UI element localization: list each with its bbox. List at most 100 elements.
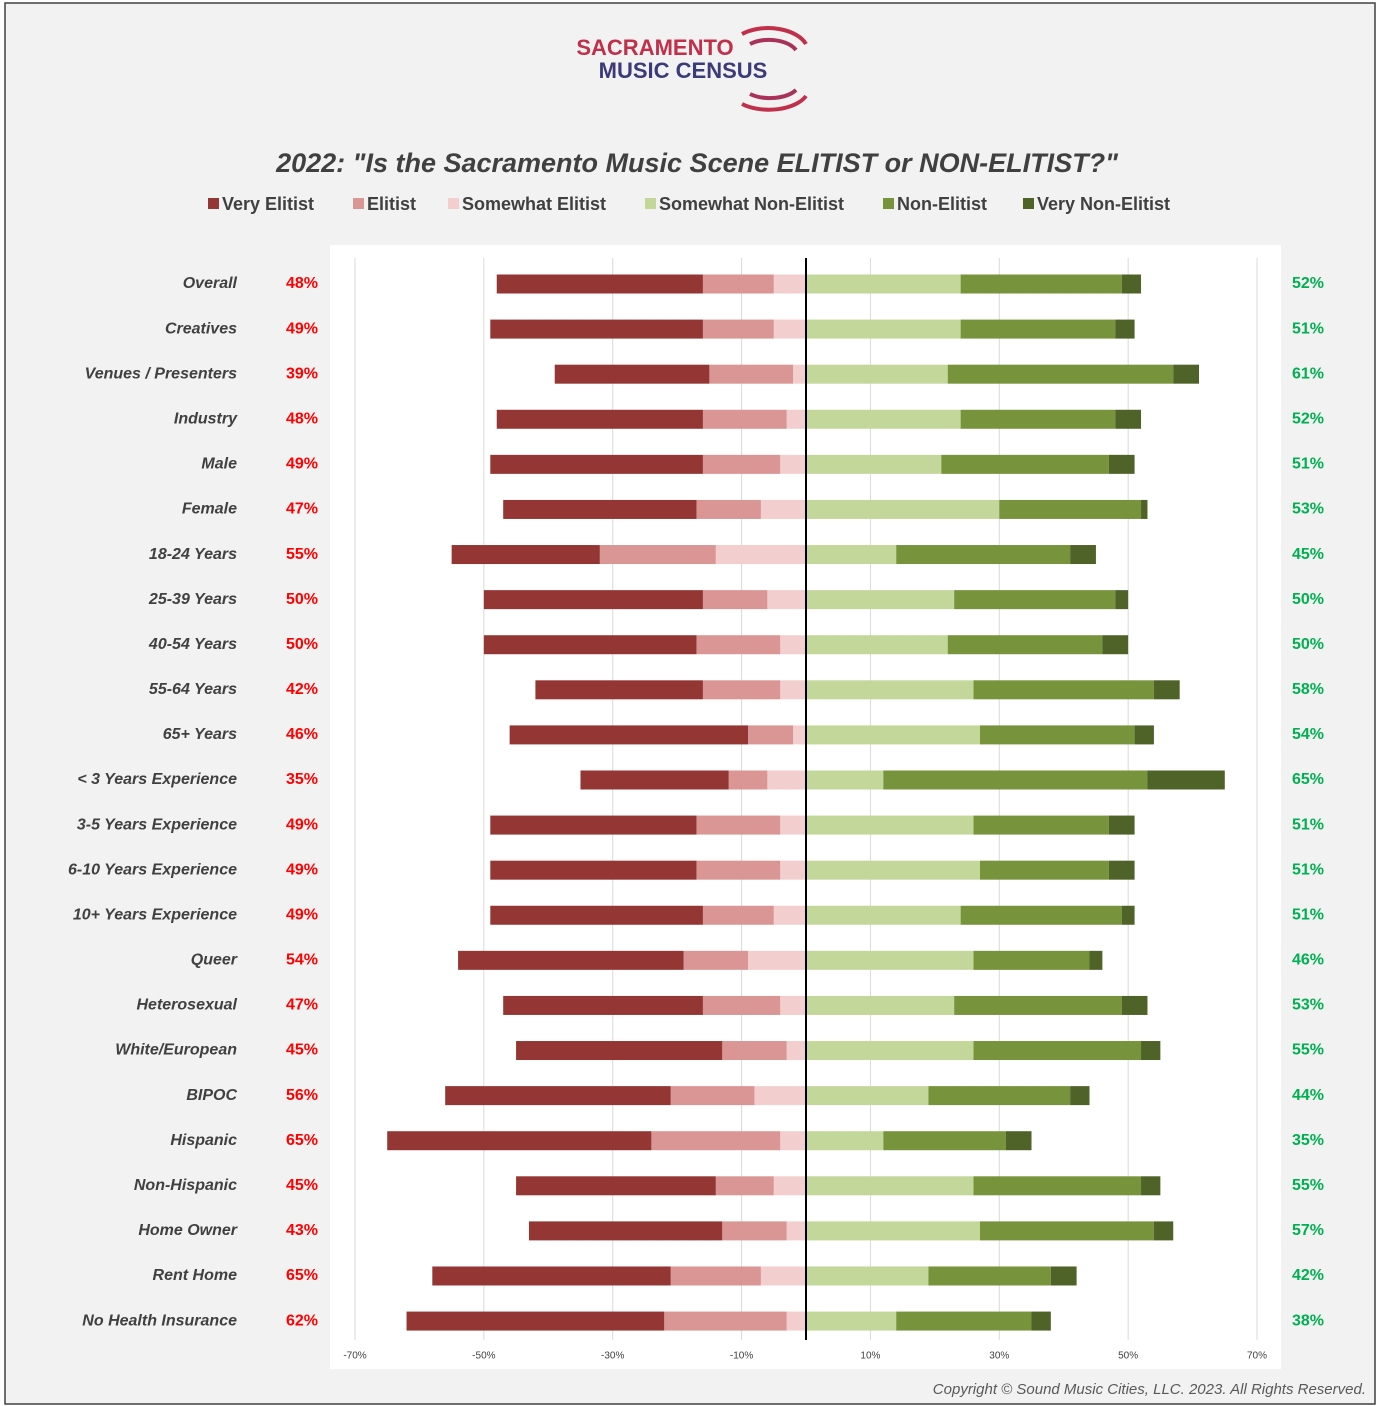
bar-segment: [773, 905, 806, 925]
bar-segment: [406, 1311, 665, 1331]
elitist-total: 39%: [286, 365, 318, 382]
y-tick-label: 6-10 Years Experience: [68, 861, 237, 878]
bar-segment: [960, 274, 1122, 294]
bar-segment: [973, 950, 1090, 970]
non-elitist-total: 53%: [1292, 997, 1324, 1014]
non-elitist-total: 54%: [1292, 726, 1324, 743]
legend-label: Elitist: [367, 194, 416, 214]
bar-segment: [979, 1221, 1154, 1241]
elitist-total: 46%: [286, 726, 318, 743]
bar-segment: [516, 1176, 716, 1196]
bar-segment: [432, 1266, 671, 1286]
bar-segment: [702, 995, 781, 1015]
bar-segment: [941, 454, 1109, 474]
bar-segment: [1089, 950, 1103, 970]
bar-segment: [760, 499, 806, 519]
bar-segment: [451, 545, 600, 565]
bar-segment: [516, 1041, 723, 1061]
bar-segment: [1115, 409, 1142, 429]
bar-segment: [786, 409, 806, 429]
bar-segment: [786, 1041, 806, 1061]
bar-segment: [1173, 364, 1200, 384]
bar-segment: [883, 1131, 1006, 1151]
bar-segment: [973, 1041, 1142, 1061]
bar-segment: [1070, 1086, 1090, 1106]
bar-segment: [490, 860, 697, 880]
y-tick-label: 65+ Years: [163, 726, 237, 743]
bar-segment: [702, 680, 781, 700]
bar-segment: [651, 1131, 781, 1151]
bar-segment: [780, 454, 806, 474]
bar-segment: [896, 545, 1071, 565]
bar-segment: [973, 815, 1109, 835]
bar-segment: [503, 995, 703, 1015]
bar-segment: [760, 1266, 806, 1286]
bar-segment: [806, 815, 974, 835]
bar-segment: [748, 950, 806, 970]
bar-segment: [947, 635, 1103, 655]
non-elitist-total: 38%: [1292, 1312, 1324, 1329]
bar-segment: [696, 499, 761, 519]
elitist-total: 47%: [286, 997, 318, 1014]
bar-segment: [696, 860, 781, 880]
non-elitist-total: 61%: [1292, 365, 1324, 382]
bar-segment: [490, 815, 697, 835]
legend-swatch: [1023, 198, 1034, 209]
legend-swatch: [353, 198, 364, 209]
bar-segment: [960, 319, 1116, 339]
non-elitist-total: 55%: [1292, 1042, 1324, 1059]
bar-segment: [806, 1041, 974, 1061]
bar-segment: [580, 770, 729, 790]
bar-segment: [806, 1176, 974, 1196]
elitist-total: 54%: [286, 952, 318, 969]
legend-label: Non-Elitist: [897, 194, 987, 214]
y-tick-label: Rent Home: [153, 1267, 238, 1284]
bar-segment: [947, 364, 1174, 384]
elitist-total: 55%: [286, 546, 318, 563]
non-elitist-total: 46%: [1292, 952, 1324, 969]
bar-segment: [806, 1311, 897, 1331]
legend-label: Very Non-Elitist: [1037, 194, 1170, 214]
bar-segment: [528, 1221, 723, 1241]
elitist-total: 35%: [286, 771, 318, 788]
y-tick-label: Venues / Presenters: [85, 365, 237, 382]
bar-segment: [979, 725, 1135, 745]
bar-segment: [806, 995, 955, 1015]
non-elitist-total: 51%: [1292, 816, 1324, 833]
legend-swatch: [883, 198, 894, 209]
non-elitist-total: 51%: [1292, 861, 1324, 878]
x-tick-label: -50%: [472, 1351, 495, 1362]
bar-segment: [806, 1086, 929, 1106]
elitist-total: 49%: [286, 456, 318, 473]
y-tick-label: BIPOC: [186, 1087, 237, 1104]
non-elitist-total: 65%: [1292, 771, 1324, 788]
bar-segment: [806, 635, 948, 655]
elitist-total: 43%: [286, 1222, 318, 1239]
y-tick-label: 3-5 Years Experience: [77, 816, 237, 833]
bar-segment: [490, 454, 703, 474]
bar-segment: [806, 590, 955, 610]
bar-segment: [786, 1221, 806, 1241]
legend-swatch: [645, 198, 656, 209]
bar-segment: [806, 454, 942, 474]
bar-segment: [883, 770, 1148, 790]
bar-segment: [793, 364, 806, 384]
bar-segment: [806, 409, 961, 429]
bar-segment: [458, 950, 684, 970]
logo-line1: SACRAMENTO: [576, 35, 733, 60]
bar-segment: [1031, 1311, 1051, 1331]
bar-segment: [1108, 815, 1135, 835]
bar-segment: [1153, 1221, 1174, 1241]
bar-segment: [806, 499, 1000, 519]
legend-label: Somewhat Non-Elitist: [659, 194, 844, 214]
non-elitist-total: 52%: [1292, 275, 1324, 292]
bar-segment: [496, 274, 703, 294]
bar-segment: [780, 680, 806, 700]
bar-segment: [780, 1131, 806, 1151]
bar-segment: [806, 680, 974, 700]
bar-segment: [748, 725, 794, 745]
bar-segment: [896, 1311, 1032, 1331]
bar-segment: [696, 635, 781, 655]
bar-segment: [696, 815, 781, 835]
bar-segment: [806, 770, 884, 790]
